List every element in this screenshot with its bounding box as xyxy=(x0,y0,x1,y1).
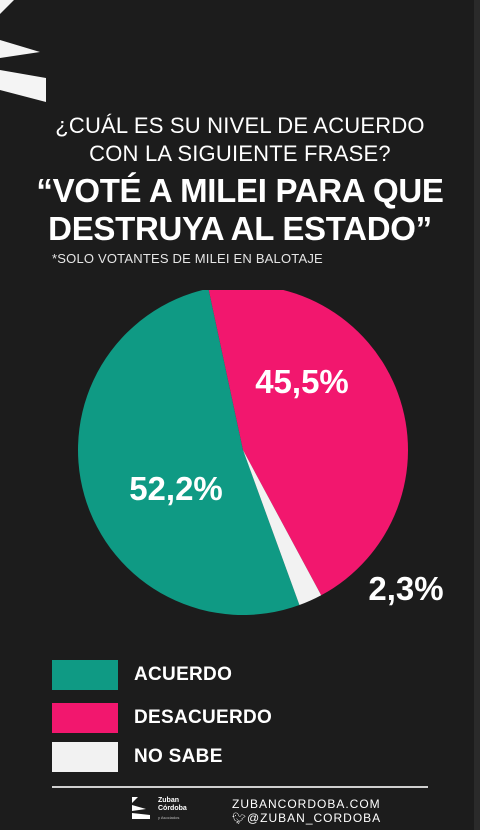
twitter-handle-text: @ZUBAN_CORDOBA xyxy=(246,811,382,825)
pie-slice-desacuerdo xyxy=(208,290,408,596)
brand-subtitle: y Asociados xyxy=(158,815,180,820)
quoted-statement: “VOTÉ A MILEI PARA QUE DESTRUYA AL ESTAD… xyxy=(0,172,480,248)
pie-slice-acuerdo xyxy=(78,290,300,615)
brand-name: Zuban Córdoba xyxy=(158,797,187,813)
headline-line-1: “VOTÉ A MILEI PARA QUE xyxy=(36,172,444,209)
website-link[interactable]: ZUBANCORDOBA.COM xyxy=(232,797,381,811)
data-label-no-sabe: 2,3% xyxy=(368,570,443,607)
brand-name-line-2: Córdoba xyxy=(158,805,187,812)
data-label-acuerdo: 52,2% xyxy=(129,470,223,507)
pie-chart: 52,2% 45,5% 2,3% xyxy=(78,290,444,615)
legend-swatch-acuerdo xyxy=(52,660,118,690)
sample-note: *SOLO VOTANTES DE MILEI EN BALOTAJE xyxy=(52,251,323,266)
legend-label-no-sabe: NO SABE xyxy=(134,746,223,767)
footer-divider xyxy=(52,786,428,788)
legend-label-desacuerdo: DESACUERDO xyxy=(134,707,273,728)
survey-question: ¿CUÁL ES SU NIVEL DE ACUERDO CON LA SIGU… xyxy=(0,112,480,168)
legend-item-acuerdo: ACUERDO xyxy=(52,660,412,690)
brand-mark-icon xyxy=(132,797,150,819)
question-line-1: ¿CUÁL ES SU NIVEL DE ACUERDO xyxy=(55,113,425,138)
headline-line-2: DESTRUYA AL ESTADO” xyxy=(48,210,432,247)
twitter-bird-icon: 🐦︎ xyxy=(232,813,247,825)
brand-logo: Zuban Córdoba y Asociados xyxy=(132,795,242,825)
legend-swatch-desacuerdo xyxy=(52,703,118,733)
brand-name-line-1: Zuban xyxy=(158,797,179,804)
social-handle[interactable]: 🐦︎@ZUBAN_CORDOBA xyxy=(232,811,381,825)
legend-swatch-no-sabe xyxy=(52,742,118,772)
legend-item-desacuerdo: DESACUERDO xyxy=(52,703,412,733)
deco-stripe-1 xyxy=(0,0,14,14)
edge-strip xyxy=(474,0,480,830)
deco-stripe-3 xyxy=(0,70,46,102)
legend-label-acuerdo: ACUERDO xyxy=(134,664,233,685)
data-label-desacuerdo: 45,5% xyxy=(255,363,349,400)
legend-item-no-sabe: NO SABE xyxy=(52,742,412,772)
deco-stripe-2 xyxy=(0,40,40,58)
question-line-2: CON LA SIGUIENTE FRASE? xyxy=(89,141,391,166)
pie-slice-no-sabe xyxy=(243,450,322,606)
logo-stripes-decoration xyxy=(0,0,46,102)
